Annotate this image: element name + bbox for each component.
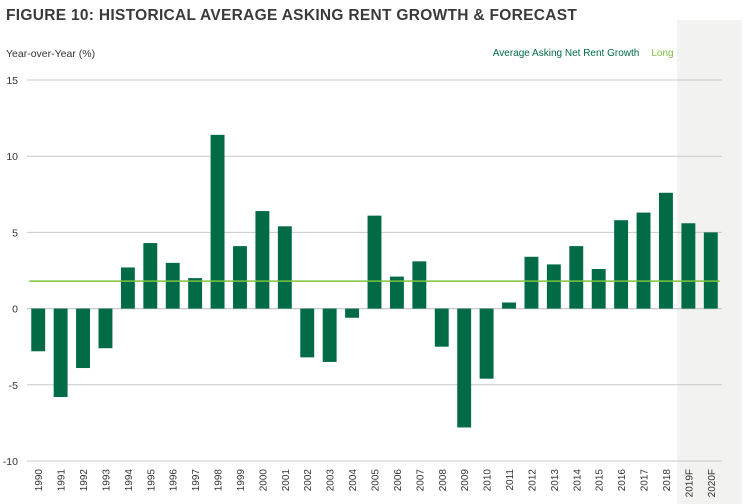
bar — [434, 308, 449, 347]
bar — [703, 232, 718, 309]
y-tick-label: -10 — [3, 456, 18, 468]
bar — [277, 226, 292, 309]
x-tick-label: 1991 — [57, 469, 68, 492]
x-tick-label: 2017 — [640, 469, 651, 492]
bar — [300, 308, 315, 358]
bar — [143, 243, 158, 309]
x-tick-label: 2003 — [326, 469, 337, 492]
bar — [188, 278, 203, 309]
bar — [345, 308, 360, 318]
x-tick-label: 2019F — [684, 469, 695, 497]
bar — [255, 211, 270, 309]
x-tick-label: 2002 — [303, 469, 314, 492]
bar — [524, 256, 539, 309]
y-tick-label: 5 — [12, 227, 18, 239]
x-tick-label: 1999 — [236, 469, 247, 492]
bar — [120, 267, 135, 309]
bar — [165, 262, 180, 309]
x-tick-label: 2007 — [415, 469, 426, 492]
y-tick-label: -5 — [9, 380, 18, 392]
bar — [479, 308, 494, 379]
x-tick-label: 1992 — [79, 469, 90, 492]
bar — [210, 134, 225, 309]
y-tick-label: 15 — [6, 75, 18, 87]
x-tick-label: 2015 — [595, 469, 606, 492]
x-tick-label: 2011 — [505, 469, 516, 491]
bar — [614, 220, 629, 309]
x-tick-label: 2009 — [460, 469, 471, 492]
x-tick-label: 1997 — [191, 469, 202, 492]
x-tick-label: 1990 — [34, 469, 45, 492]
bar — [659, 192, 673, 309]
bar — [98, 308, 113, 349]
bar — [636, 212, 651, 309]
bar — [502, 302, 516, 309]
x-tick-label: 2001 — [281, 469, 292, 492]
bar — [31, 308, 46, 352]
legend-entry-rent-growth: Average Asking Net Rent Growth — [492, 48, 640, 59]
x-tick-label: 1996 — [169, 469, 180, 492]
x-tick-label: 2008 — [438, 469, 449, 492]
x-tick-label: 1993 — [101, 469, 112, 492]
x-tick-label: 2006 — [393, 469, 404, 492]
x-tick-label: 1995 — [146, 469, 157, 492]
bar — [457, 308, 472, 428]
bar — [53, 308, 68, 397]
y-tick-label: 0 — [12, 304, 18, 316]
x-tick-label: 2013 — [550, 469, 561, 492]
bar — [322, 308, 337, 362]
bar — [546, 264, 561, 309]
bar — [76, 308, 90, 369]
x-tick-label: 2012 — [527, 469, 538, 492]
x-tick-label: 2000 — [258, 469, 269, 492]
x-tick-label: 2018 — [662, 469, 673, 492]
bar — [233, 246, 247, 309]
x-tick-label: 2014 — [572, 469, 583, 492]
x-tick-label: 2020F — [707, 469, 718, 497]
x-tick-label: 2010 — [483, 469, 494, 492]
x-tick-label: 2004 — [348, 469, 359, 492]
bar — [389, 276, 404, 309]
bar — [569, 246, 584, 309]
chart-title: FIGURE 10: HISTORICAL AVERAGE ASKING REN… — [6, 7, 578, 24]
x-tick-label: 1998 — [214, 469, 225, 492]
bar — [367, 215, 382, 309]
x-tick-label: 2005 — [371, 469, 382, 492]
bar — [681, 223, 696, 309]
bar — [591, 268, 606, 309]
bar — [412, 261, 427, 309]
x-tick-label: 2016 — [617, 469, 628, 492]
y-tick-label: 10 — [6, 151, 18, 163]
x-tick-label: 1994 — [124, 469, 135, 492]
y-axis-label: Year-over-Year (%) — [6, 48, 96, 60]
